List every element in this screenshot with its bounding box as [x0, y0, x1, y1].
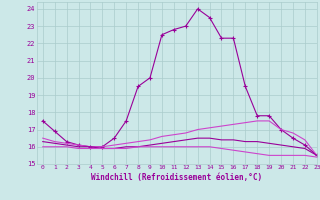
- X-axis label: Windchill (Refroidissement éolien,°C): Windchill (Refroidissement éolien,°C): [91, 173, 262, 182]
